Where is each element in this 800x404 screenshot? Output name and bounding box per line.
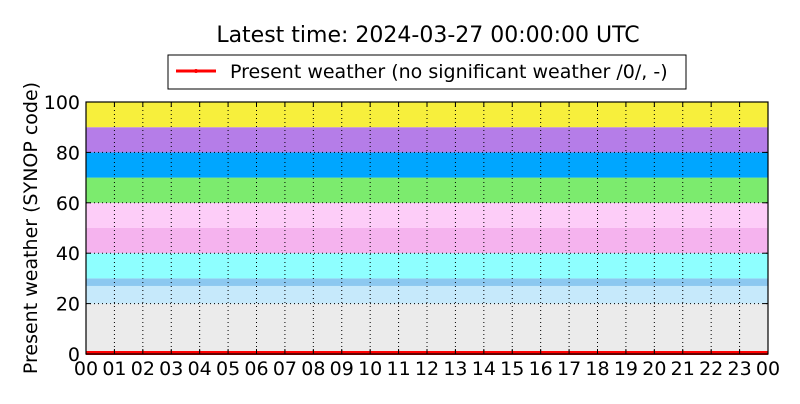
x-tick-label: 00 [756,358,780,380]
x-tick-label: 02 [131,358,155,380]
y-tick-label: 0 [68,344,80,366]
y-tick-label: 100 [44,92,80,114]
x-tick-label: 15 [500,358,524,380]
category-band [86,152,768,178]
x-tick-label: 19 [614,358,638,380]
legend-label: Present weather (no significant weather … [230,61,668,83]
x-tick-label: 01 [102,358,126,380]
x-tick-label: 12 [415,358,439,380]
x-tick-label: 14 [472,358,496,380]
x-tick-label: 21 [671,358,695,380]
category-band [86,127,768,153]
x-tick-label: 07 [273,358,297,380]
x-tick-label: 23 [727,358,751,380]
x-tick-label: 22 [699,358,723,380]
y-tick-label: 20 [56,294,80,316]
y-tick-label: 80 [56,142,80,164]
x-tick-label: 11 [386,358,410,380]
legend: Present weather (no significant weather … [167,54,687,90]
x-tick-label: 08 [301,358,325,380]
x-tick-label: 00 [74,358,98,380]
y-tick-label: 40 [56,243,80,265]
legend-point-marker [194,69,198,73]
y-axis-label: Present weather (SYNOP code) [20,82,42,374]
legend-box [167,54,687,90]
x-tick-label: 04 [188,358,212,380]
x-tick-label: 09 [330,358,354,380]
x-tick-label: 06 [244,358,268,380]
x-tick-label: 10 [358,358,382,380]
x-tick-label: 16 [529,358,553,380]
chart-title: Latest time: 2024-03-27 00:00:00 UTC [216,23,639,48]
x-tick-label: 18 [585,358,609,380]
category-band [86,228,768,254]
x-tick-label: 13 [443,358,467,380]
x-tick-label: 20 [642,358,666,380]
x-tick-label: 05 [216,358,240,380]
x-tick-label: 03 [159,358,183,380]
category-band [86,303,768,354]
y-tick-label: 60 [56,193,80,215]
x-tick-label: 17 [557,358,581,380]
